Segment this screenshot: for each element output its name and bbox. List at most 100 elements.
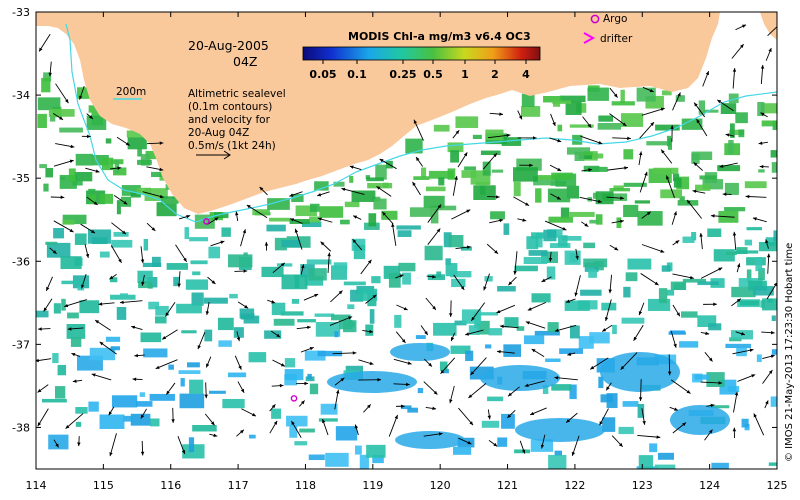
velocity-arrow xyxy=(513,251,518,275)
velocity-arrow xyxy=(393,382,410,387)
velocity-arrow xyxy=(752,217,767,223)
velocity-arrow xyxy=(272,359,286,367)
chlorophyll-patch xyxy=(396,225,421,230)
chlorophyll-patch xyxy=(761,120,777,127)
chlorophyll-patch xyxy=(304,350,326,361)
velocity-arrow xyxy=(204,382,208,399)
velocity-arrow xyxy=(79,85,85,100)
velocity-arrow xyxy=(611,435,623,448)
chlorophyll-patch xyxy=(110,294,136,300)
chlorophyll-patch xyxy=(75,153,93,166)
chlorophyll-patch xyxy=(62,214,87,225)
velocity-arrow xyxy=(207,276,216,285)
chlorophyll-patch xyxy=(72,179,83,186)
chlorophyll-patch xyxy=(140,332,162,343)
velocity-arrow xyxy=(737,374,756,382)
velocity-arrow xyxy=(667,354,672,376)
chlorophyll-patch xyxy=(227,254,253,268)
chlorophyll-patch xyxy=(286,415,308,427)
x-tick-label: 124 xyxy=(699,479,720,492)
chlorophyll-patch xyxy=(468,325,480,335)
chlorophyll-patch xyxy=(694,374,710,380)
chlorophyll-patch xyxy=(43,183,49,192)
chlorophyll-patch xyxy=(724,207,746,212)
chlorophyll-patch xyxy=(526,236,539,250)
chlorophyll-patch xyxy=(547,322,559,333)
chlorophyll-patch xyxy=(504,317,519,328)
chlorophyll-patch xyxy=(595,214,603,225)
chlorophyll-patch xyxy=(439,361,448,371)
velocity-arrow xyxy=(732,427,737,438)
velocity-arrow xyxy=(178,214,191,220)
velocity-arrow xyxy=(171,407,175,423)
chlorophyll-patch xyxy=(381,210,398,220)
chlorophyll-patch xyxy=(334,331,339,338)
chlorophyll-patch xyxy=(41,77,51,93)
chlorophyll-patch xyxy=(280,311,304,316)
velocity-arrow xyxy=(453,274,465,291)
velocity-arrow xyxy=(527,302,546,311)
velocity-arrow xyxy=(393,358,412,365)
chlorophyll-patch xyxy=(569,124,594,128)
chlorophyll-patch xyxy=(350,289,364,302)
chlorophyll-patch xyxy=(365,175,371,180)
velocity-arrow xyxy=(489,112,504,116)
chlorophyll-patch xyxy=(347,304,355,310)
chlorophyll-patch xyxy=(373,198,387,210)
velocity-arrow xyxy=(55,143,75,149)
chlorophyll-patch xyxy=(637,211,663,226)
velocity-arrow xyxy=(496,349,515,354)
chlorophyll-patch xyxy=(682,236,695,243)
chlorophyll-patch xyxy=(189,237,209,242)
chlorophyll-patch xyxy=(375,164,387,180)
chlorophyll-patch xyxy=(691,231,697,241)
chlorophyll-patch xyxy=(513,181,521,197)
velocity-arrow xyxy=(735,24,747,31)
chlorophyll-patch xyxy=(755,257,763,272)
chlorophyll-patch xyxy=(559,348,583,354)
chlorophyll-patch xyxy=(602,417,616,432)
velocity-arrow xyxy=(761,330,775,335)
chlorophyll-patch xyxy=(89,347,116,361)
velocity-arrow xyxy=(696,118,708,137)
chlorophyll-patch xyxy=(110,346,120,351)
chlorophyll-patch xyxy=(481,420,500,428)
chlorophyll-patch xyxy=(537,175,563,180)
velocity-arrow xyxy=(85,167,100,173)
velocity-arrow xyxy=(732,348,754,355)
chlorophyll-patch xyxy=(147,283,153,289)
chlorophyll-patch xyxy=(190,260,208,265)
argo-float-marker xyxy=(203,218,210,225)
chlorophyll-patch xyxy=(560,207,570,219)
shelf-contour-200m xyxy=(65,23,777,223)
chlorophyll-patch xyxy=(74,171,93,182)
velocity-arrow xyxy=(605,382,612,391)
chlorophyll-patch xyxy=(214,212,229,219)
velocity-arrow xyxy=(599,408,609,426)
chlorophyll-patch xyxy=(580,289,602,296)
velocity-arrow xyxy=(296,325,311,330)
velocity-arrow xyxy=(177,436,186,455)
chlorophyll-patch xyxy=(744,239,753,246)
velocity-arrow xyxy=(207,217,219,225)
chlorophyll-patch xyxy=(454,320,467,326)
velocity-arrow xyxy=(607,166,629,171)
chlorophyll-patch xyxy=(281,274,308,290)
chlorophyll-patch xyxy=(189,379,204,394)
chlorophyll-patch xyxy=(304,276,324,286)
colorbar-tick-label: 0.25 xyxy=(389,68,416,81)
chlorophyll-patch xyxy=(528,250,548,256)
velocity-arrow xyxy=(764,400,769,409)
velocity-arrow xyxy=(300,347,314,353)
chlorophyll-patch xyxy=(227,372,247,378)
velocity-arrow xyxy=(765,239,769,249)
chlorophyll-patch xyxy=(767,298,774,303)
velocity-arrow xyxy=(84,244,90,258)
chlorophyll-patch xyxy=(397,230,412,237)
chlorophyll-patch xyxy=(48,109,75,117)
velocity-arrow xyxy=(488,439,498,447)
velocity-description: Altimetric sealevel (0.1m contours) and … xyxy=(188,88,286,152)
chlorophyll-patch xyxy=(99,251,110,258)
chlorophyll-patch xyxy=(149,393,175,401)
chlorophyll-patch xyxy=(428,170,454,179)
